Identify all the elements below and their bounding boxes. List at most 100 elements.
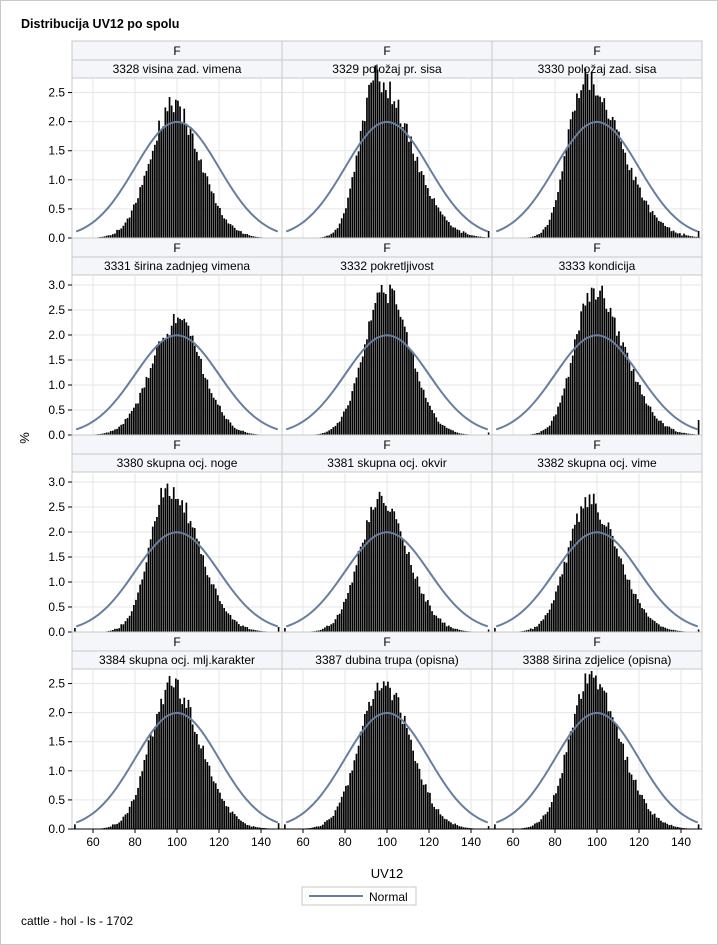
histogram-bar	[578, 521, 580, 632]
histogram-bar	[149, 159, 152, 238]
histogram-bar	[340, 416, 343, 435]
histogram-bar	[212, 781, 215, 829]
histogram-bar	[408, 552, 410, 632]
histogram-bar	[597, 95, 599, 238]
histogram-bar	[401, 319, 404, 435]
histogram-bar	[487, 231, 490, 238]
histogram-bar	[641, 394, 643, 435]
histogram-bar	[217, 205, 219, 238]
histogram-bar	[330, 429, 333, 435]
histogram-bar	[361, 542, 364, 632]
histogram-bar	[343, 791, 345, 829]
histogram-bar	[590, 72, 593, 238]
x-tick-label: 100	[167, 835, 187, 849]
histogram-bar	[681, 432, 683, 435]
panel-trait-label: 3329 položaj pr. sisa	[332, 62, 442, 76]
histogram-bar	[145, 377, 148, 435]
histogram-bar	[674, 630, 677, 632]
histogram-bar	[527, 827, 530, 829]
histogram-bar	[672, 429, 675, 435]
panel-10: F 3384 skupna ocj. mlj.karakter 0.0 0.5 1.0 1…	[48, 631, 283, 836]
normal-curve	[75, 120, 279, 233]
histogram-bar	[427, 792, 429, 829]
histogram-bar	[143, 175, 146, 238]
histogram-bar	[557, 585, 559, 632]
histogram-bar	[382, 292, 385, 435]
histogram-bar	[582, 508, 585, 632]
histogram-bar	[162, 126, 165, 238]
histogram-bar	[414, 578, 417, 632]
histogram-bar	[477, 236, 480, 238]
histogram-bar	[242, 625, 244, 632]
histogram-bar	[605, 109, 608, 238]
histogram-bar	[540, 232, 543, 238]
histogram-bar	[137, 592, 139, 632]
histogram-bar	[418, 586, 421, 632]
histogram-bar	[206, 176, 209, 238]
histogram-bar	[553, 416, 555, 435]
histogram-bar	[571, 528, 574, 632]
y-tick-label: 2.5	[48, 500, 65, 514]
histogram-bar	[653, 415, 656, 435]
histogram-bar	[603, 690, 606, 829]
histogram-bar	[410, 739, 412, 829]
histogram-bar	[414, 760, 417, 829]
histogram-bar	[618, 131, 620, 238]
histogram-bar	[277, 627, 280, 632]
histogram-bar	[74, 824, 76, 829]
histogram-bar	[529, 826, 532, 829]
histogram-bar	[248, 433, 251, 435]
histogram-bar	[599, 290, 601, 435]
y-tick-label: 3.0	[48, 475, 65, 489]
x-axis-title: UV12	[371, 866, 404, 881]
histogram-bar	[185, 502, 188, 632]
histogram-bar	[328, 430, 330, 435]
histogram-bar	[353, 171, 356, 238]
histogram-bar	[374, 65, 377, 239]
histogram-bar	[225, 806, 228, 829]
panel-trait-label: 3381 skupna ocj. okvir	[327, 456, 446, 470]
histogram-bar	[666, 426, 669, 435]
histogram-bar	[691, 236, 694, 238]
histogram-bar	[196, 351, 198, 435]
histogram-bar	[156, 140, 158, 238]
histogram-bar	[590, 287, 593, 435]
histogram-bar	[550, 212, 553, 238]
histogram-bar	[632, 180, 635, 238]
histogram-bar	[427, 188, 429, 238]
histogram-bar	[214, 783, 217, 829]
histogram-bar	[101, 433, 104, 435]
histogram-bar	[330, 233, 333, 238]
histogram-bar	[343, 601, 345, 632]
histogram-bar	[494, 628, 496, 632]
histogram-bar	[557, 406, 559, 435]
histogram-bar	[668, 227, 671, 238]
histogram-bar	[462, 433, 465, 435]
histogram-bar	[204, 566, 207, 632]
histogram-bar	[372, 509, 375, 632]
histogram-bar	[380, 92, 383, 239]
histogram-bar	[443, 622, 446, 632]
x-tick-label: 140	[461, 835, 481, 849]
histogram-bar	[179, 698, 181, 829]
histogram-bar	[137, 403, 139, 435]
histogram-bar	[112, 629, 114, 632]
histogram-bar	[424, 185, 427, 238]
histogram-bar	[481, 236, 484, 238]
normal-curve	[495, 531, 699, 628]
histogram-bar	[603, 98, 606, 238]
histogram-bar	[592, 677, 595, 829]
histogram-bar	[611, 116, 614, 238]
histogram-bar	[660, 626, 662, 632]
histogram-bar	[601, 523, 603, 632]
histogram-bar	[433, 806, 435, 829]
histogram-bar	[355, 377, 358, 435]
histogram-bar	[406, 727, 408, 829]
histogram-bar	[597, 689, 599, 829]
histogram-bar	[116, 428, 118, 435]
y-tick-label: 0.5	[48, 600, 65, 614]
histogram-bar	[647, 405, 650, 435]
histogram-bar	[340, 609, 343, 632]
histogram-bar	[147, 740, 150, 829]
histogram-bar	[595, 299, 597, 435]
